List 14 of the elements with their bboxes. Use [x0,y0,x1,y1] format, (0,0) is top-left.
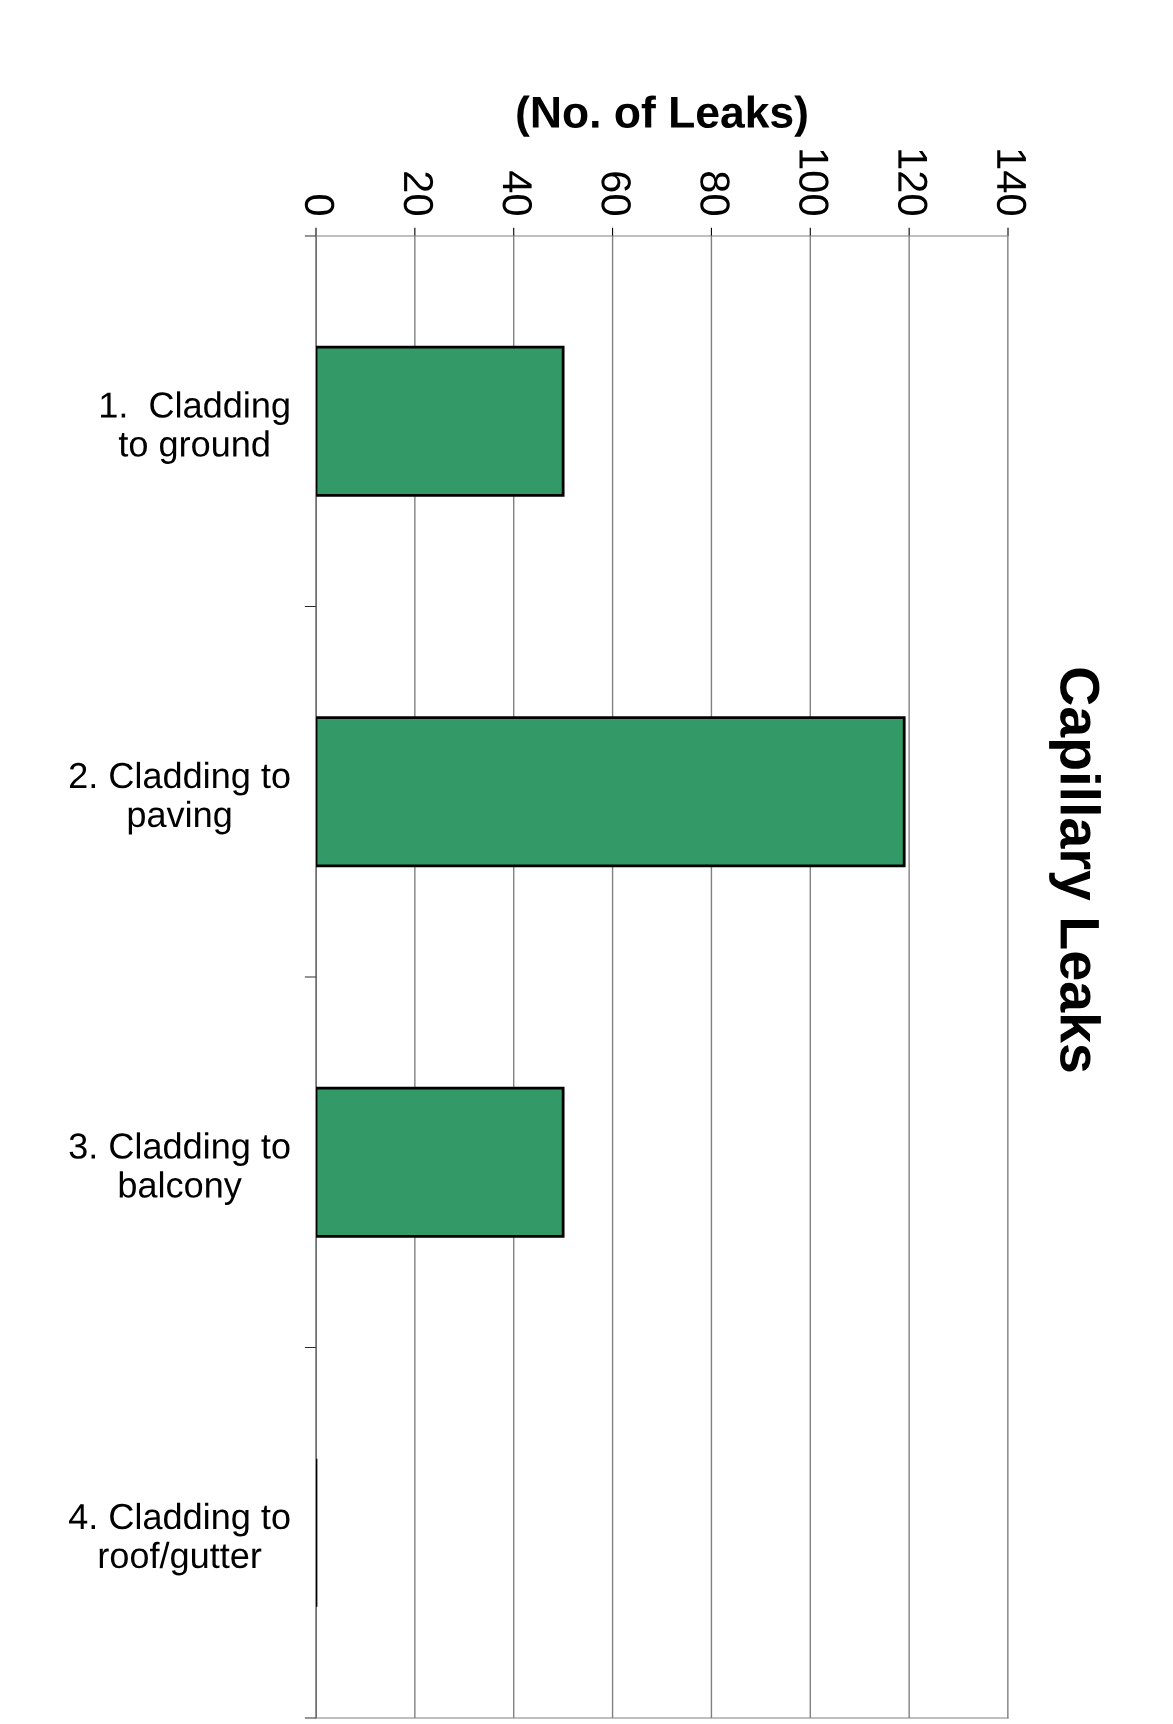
x-tick-label: 60 [601,172,631,215]
y-tick-label: 2. Cladding to paving [69,761,290,835]
y-tick-label: 3. Cladding to balcony [69,1132,290,1205]
x-tick-label: 80 [700,172,730,215]
x-tick-label: 140 [996,150,1027,215]
y-tick-label: 4. Cladding to roof/gutter [69,1502,290,1576]
x-tick-label: 40 [502,171,533,215]
x-tick-label: 100 [799,150,829,215]
x-tick-label: 120 [897,150,928,215]
x-tick-label: 0 [304,195,335,215]
x-axis-title: (No. of Leaks) [517,95,807,137]
text: Capillary Leaks [1049,668,1101,1072]
x-tick-label: 20 [403,172,434,215]
y-tick-label: 1. Cladding to ground [101,391,289,464]
